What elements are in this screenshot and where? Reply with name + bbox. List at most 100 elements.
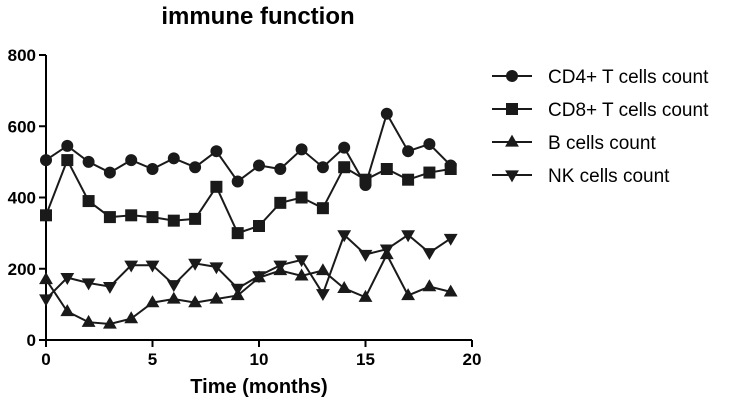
data-point-cd4-t-cells-count-11 — [274, 163, 287, 175]
data-point-cd4-t-cells-count-0 — [40, 154, 52, 167]
data-point-nk-cells-count-2 — [81, 278, 96, 291]
y-tick-label-800: 800 — [8, 46, 36, 65]
data-point-cd4-t-cells-count-4 — [125, 154, 138, 167]
data-point-cd8-t-cells-count-16 — [380, 163, 393, 175]
data-point-cd8-t-cells-count-17 — [402, 173, 415, 186]
data-point-b-cells-count-14 — [337, 281, 352, 293]
x-ticks: 0 5 10 15 20 — [41, 340, 481, 369]
data-point-cd8-t-cells-count-6 — [167, 214, 180, 227]
data-point-b-cells-count-17 — [401, 288, 416, 301]
data-point-cd4-t-cells-count-12 — [295, 143, 308, 156]
data-point-cd4-t-cells-count-14 — [338, 141, 351, 154]
data-point-cd4-t-cells-count-5 — [146, 163, 159, 175]
legend-marker-nk-cells-count — [505, 170, 519, 183]
legend-label-nk-cells-count: NK cells count — [548, 166, 670, 187]
data-point-b-cells-count-2 — [81, 314, 96, 327]
data-point-cd4-t-cells-count-2 — [82, 155, 95, 168]
legend-item-b-cells-count: B cells count — [492, 133, 656, 154]
y-ticks: 0 200 400 600 800 — [8, 46, 46, 350]
data-point-nk-cells-count-14 — [337, 230, 352, 243]
data-point-cd8-t-cells-count-9 — [231, 227, 244, 240]
data-point-nk-cells-count-12 — [294, 255, 309, 268]
legend-marker-b-cells-count — [505, 134, 519, 147]
data-point-cd4-t-cells-count-17 — [402, 145, 415, 158]
data-point-nk-cells-count-17 — [401, 230, 416, 243]
data-point-cd8-t-cells-count-7 — [189, 212, 202, 225]
series-line-nk-cells-count — [45, 233, 452, 300]
data-point-cd4-t-cells-count-8 — [210, 145, 223, 158]
data-point-cd8-t-cells-count-13 — [316, 202, 329, 215]
data-point-cd4-t-cells-count-10 — [253, 159, 265, 172]
data-point-cd8-t-cells-count-10 — [253, 220, 265, 232]
data-point-cd4-t-cells-count-7 — [189, 161, 202, 174]
data-point-nk-cells-count-13 — [315, 289, 330, 302]
data-point-cd4-t-cells-count-3 — [103, 166, 116, 179]
y-tick-label-200: 200 — [8, 260, 36, 279]
data-point-nk-cells-count-15 — [358, 249, 373, 262]
data-point-nk-cells-count-4 — [124, 260, 139, 273]
data-point-nk-cells-count-1 — [60, 273, 75, 285]
data-point-nk-cells-count-16 — [379, 244, 394, 257]
data-point-cd8-t-cells-count-14 — [338, 161, 351, 174]
data-point-cd4-t-cells-count-13 — [316, 161, 329, 174]
series-line-b-cells-count — [45, 252, 451, 325]
data-point-b-cells-count-4 — [124, 311, 139, 324]
data-point-b-cells-count-8 — [209, 291, 224, 304]
data-point-b-cells-count-1 — [60, 304, 75, 317]
legend-label-cd4-t-cells-count: CD4+ T cells count — [548, 67, 709, 88]
data-point-nk-cells-count-5 — [145, 260, 160, 273]
data-point-b-cells-count-7 — [188, 295, 203, 308]
data-point-cd8-t-cells-count-0 — [40, 209, 52, 222]
legend-item-nk-cells-count: NK cells count — [492, 166, 670, 187]
data-point-nk-cells-count-9 — [230, 283, 245, 296]
legend-item-cd8-t-cells-count: CD8+ T cells count — [492, 100, 709, 121]
data-point-cd8-t-cells-count-3 — [103, 211, 116, 224]
x-axis-label: Time (months) — [190, 376, 327, 398]
data-point-b-cells-count-12 — [294, 268, 309, 281]
data-point-nk-cells-count-18 — [422, 248, 437, 261]
y-tick-label-400: 400 — [8, 189, 36, 208]
data-point-nk-cells-count-10 — [252, 271, 266, 284]
legend-label-cd8-t-cells-count: CD8+ T cells count — [548, 100, 709, 121]
data-point-b-cells-count-3 — [102, 316, 117, 329]
data-point-nk-cells-count-6 — [166, 280, 181, 293]
chart-title: immune function — [161, 3, 354, 30]
data-point-cd4-t-cells-count-9 — [231, 175, 244, 188]
x-tick-label-15: 15 — [356, 350, 375, 369]
legend-item-cd4-t-cells-count: CD4+ T cells count — [492, 67, 709, 88]
series-cd4-t-cells-count — [40, 107, 457, 192]
y-tick-label-0: 0 — [27, 331, 36, 350]
data-point-b-cells-count-0 — [39, 272, 53, 285]
data-point-nk-cells-count-7 — [188, 258, 203, 271]
data-point-cd8-t-cells-count-11 — [274, 196, 287, 209]
data-point-nk-cells-count-3 — [102, 281, 117, 294]
data-point-b-cells-count-5 — [145, 295, 160, 308]
data-point-cd8-t-cells-count-18 — [423, 166, 436, 179]
y-tick-label-600: 600 — [8, 117, 36, 136]
data-point-cd8-t-cells-count-15 — [359, 173, 372, 186]
legend-label-b-cells-count: B cells count — [548, 133, 656, 154]
data-point-nk-cells-count-8 — [209, 262, 224, 275]
data-point-cd8-t-cells-count-1 — [61, 154, 74, 167]
data-point-cd4-t-cells-count-16 — [380, 107, 393, 120]
data-point-cd8-t-cells-count-2 — [82, 195, 95, 208]
plot-series — [39, 107, 458, 329]
data-point-b-cells-count-19 — [443, 284, 458, 297]
x-tick-label-5: 5 — [148, 350, 157, 369]
data-point-nk-cells-count-0 — [39, 294, 53, 307]
data-point-cd8-t-cells-count-12 — [295, 191, 308, 204]
x-tick-label-0: 0 — [41, 350, 50, 369]
legend-marker-cd4-t-cells-count — [506, 70, 518, 82]
data-point-cd8-t-cells-count-8 — [210, 180, 223, 193]
data-point-b-cells-count-15 — [358, 289, 373, 302]
series-b-cells-count — [39, 247, 458, 329]
data-point-nk-cells-count-19 — [443, 233, 458, 246]
legend-marker-cd8-t-cells-count — [506, 103, 518, 115]
data-point-nk-cells-count-11 — [273, 260, 288, 273]
data-point-cd4-t-cells-count-6 — [167, 152, 180, 165]
data-point-cd8-t-cells-count-5 — [146, 211, 159, 224]
data-point-b-cells-count-13 — [315, 263, 330, 276]
data-point-cd4-t-cells-count-1 — [61, 139, 74, 152]
x-tick-label-20: 20 — [463, 350, 482, 369]
